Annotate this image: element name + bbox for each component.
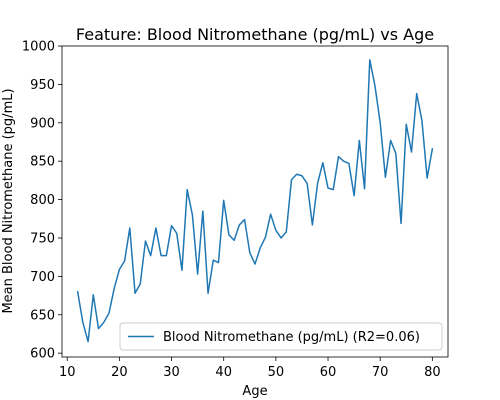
legend-label: Blood Nitromethane (pg/mL) (R2=0.06) <box>163 330 420 345</box>
y-tick-label: 600 <box>30 347 55 362</box>
x-tick-label: 40 <box>215 365 232 380</box>
data-point <box>192 214 194 216</box>
data-point <box>327 187 329 189</box>
data-point <box>343 160 345 162</box>
data-point <box>113 288 115 290</box>
data-point <box>223 200 225 202</box>
data-point <box>364 188 366 190</box>
data-point <box>405 124 407 126</box>
data-point <box>134 292 136 294</box>
y-tick-label: 700 <box>30 270 55 285</box>
data-point <box>301 175 303 177</box>
x-tick-label: 70 <box>372 365 389 380</box>
data-point <box>166 255 168 257</box>
data-point <box>291 179 293 181</box>
x-axis-label: Age <box>242 384 267 399</box>
data-point <box>353 195 355 197</box>
x-tick-label: 60 <box>320 365 337 380</box>
plot-area: 10 20 30 40 50 60 70 80 600 650 700 750 800 850 900 950… <box>22 40 449 380</box>
data-point <box>103 322 105 324</box>
data-point <box>379 122 381 124</box>
data-point <box>411 151 413 153</box>
data-point <box>280 237 282 239</box>
data-point <box>369 59 371 61</box>
data-point <box>390 140 392 142</box>
data-point <box>181 269 183 271</box>
data-point <box>312 224 314 226</box>
y-tick-label: 850 <box>30 155 55 170</box>
data-point <box>400 223 402 225</box>
data-point <box>338 156 340 158</box>
data-point <box>374 85 376 87</box>
data-point <box>160 255 162 257</box>
data-point <box>306 183 308 185</box>
data-point <box>244 219 246 221</box>
x-tick-label: 50 <box>268 365 285 380</box>
y-tick-label: 950 <box>30 78 55 93</box>
y-tick-label: 800 <box>30 193 55 208</box>
data-point <box>385 177 387 179</box>
data-point <box>197 273 199 275</box>
data-point <box>218 262 220 264</box>
data-point <box>416 93 418 95</box>
data-point <box>322 162 324 164</box>
data-point <box>233 239 235 241</box>
data-point <box>239 224 241 226</box>
data-point <box>77 291 79 293</box>
x-tick-label: 10 <box>59 365 76 380</box>
data-point <box>426 177 428 179</box>
data-point <box>92 294 94 296</box>
data-point <box>228 234 230 236</box>
data-point <box>249 252 251 254</box>
data-point <box>129 227 131 229</box>
data-point <box>275 229 277 231</box>
data-point <box>186 189 188 191</box>
data-point <box>145 240 147 242</box>
data-point <box>124 260 126 262</box>
data-point <box>171 225 173 227</box>
data-point <box>270 213 272 215</box>
x-tick-label: 20 <box>111 365 128 380</box>
data-point <box>432 148 434 150</box>
data-point <box>150 255 152 257</box>
data-point <box>265 236 267 238</box>
data-point <box>176 233 178 235</box>
data-point <box>87 341 89 343</box>
x-tick-label: 30 <box>163 365 180 380</box>
data-point <box>202 210 204 212</box>
data-point <box>395 153 397 155</box>
data-point <box>108 312 110 314</box>
data-point <box>207 292 209 294</box>
axes-frame <box>61 45 449 358</box>
data-point <box>348 163 350 165</box>
data-point <box>212 259 214 261</box>
data-point <box>359 140 361 142</box>
legend: Blood Nitromethane (pg/mL) (R2=0.06) <box>119 322 443 351</box>
legend-box <box>119 322 443 351</box>
data-point <box>332 189 334 191</box>
data-point <box>119 269 121 271</box>
data-point <box>285 231 287 233</box>
data-point <box>296 173 298 175</box>
data-point <box>259 247 261 249</box>
data-point <box>155 227 157 229</box>
y-tick-label: 650 <box>30 308 55 323</box>
series-line <box>76 59 434 343</box>
y-tick-label: 750 <box>30 231 55 246</box>
data-point <box>82 322 84 324</box>
y-tick-label: 900 <box>30 116 55 131</box>
y-tick-label: 1000 <box>22 40 55 55</box>
data-point <box>421 120 423 122</box>
x-tick-label: 80 <box>424 365 441 380</box>
data-point <box>254 263 256 265</box>
y-axis-label: Mean Blood Nitromethane (pg/mL) <box>1 88 16 313</box>
data-point <box>98 328 100 330</box>
data-point <box>139 283 141 285</box>
chart-title: Feature: Blood Nitromethane (pg/mL) vs A… <box>76 25 434 44</box>
data-point <box>317 183 319 185</box>
